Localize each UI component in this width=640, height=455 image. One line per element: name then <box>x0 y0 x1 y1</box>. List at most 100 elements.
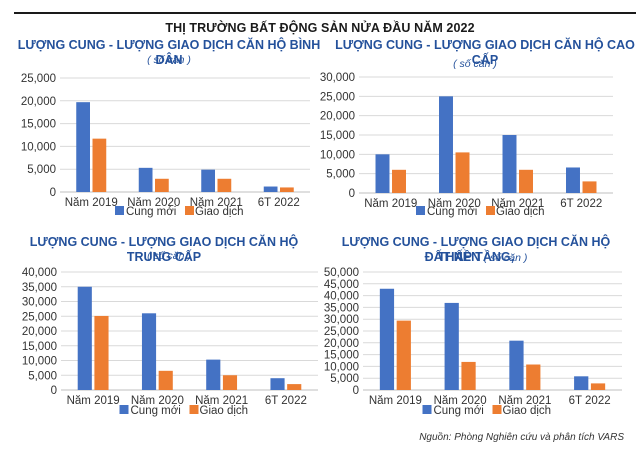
chart-3-ytick-label: 10,000 <box>22 356 57 368</box>
chart-4-ytick-label: 45,000 <box>324 279 359 291</box>
chart-4-bar-cung-moi <box>574 376 589 390</box>
source-note: Nguồn: Phòng Nghiên cứu và phân tích VAR… <box>419 432 624 443</box>
chart-4-legend-label-cung-moi: Cung mới <box>434 405 484 417</box>
chart-4-bar-cung-moi <box>444 302 459 390</box>
chart-4-bar-giao-dich <box>590 383 606 390</box>
chart-3-legend-swatch-cung-moi <box>119 405 129 414</box>
chart-4-bar-cung-moi <box>379 288 395 390</box>
chart-1-ytick-label: 20,000 <box>21 96 56 108</box>
chart-1-ytick-label: 25,000 <box>21 73 56 85</box>
chart-4-legend-swatch-cung-moi <box>422 405 432 414</box>
chart-2-bar-giao-dich <box>392 169 406 193</box>
chart-4-ytick-label: 15,000 <box>324 350 359 362</box>
chart-2-legend-swatch-giao-dich <box>486 206 495 215</box>
chart-1-legend-swatch-cung-moi <box>115 206 124 215</box>
chart-2-ytick-label: 15,000 <box>320 130 355 142</box>
chart-3-bar-cung-moi <box>270 378 285 390</box>
chart-3-ytick-label: 0 <box>51 385 57 397</box>
chart-4-bar-giao-dich <box>526 364 541 390</box>
chart-4-ytick-label: 50,000 <box>324 267 359 279</box>
chart-1-subtitle: ( số căn ) <box>147 54 191 66</box>
chart-3-ytick-label: 20,000 <box>22 326 57 338</box>
chart-3-bar-giao-dich <box>158 370 173 390</box>
chart-4-bar-cung-moi <box>509 340 524 390</box>
chart-2-subtitle: ( số căn ) <box>453 58 497 70</box>
chart-1-bar-cung-moi <box>201 169 215 192</box>
chart-1-ytick-label: 10,000 <box>21 141 56 153</box>
chart-2-xtick-label: Năm 2021 <box>491 198 544 210</box>
chart-3-xtick-label: 6T 2022 <box>265 395 307 407</box>
chart-2-bar-giao-dich <box>455 152 470 193</box>
chart-2-ytick-label: 5,000 <box>326 169 355 181</box>
chart-3-xtick-label: Năm 2020 <box>131 395 184 407</box>
chart-1-ytick-label: 5,000 <box>27 164 56 176</box>
chart-2-bar-cung-moi <box>375 154 390 193</box>
chart-3-title: LƯỢNG CUNG - LƯỢNG GIAO DỊCH CĂN HỘ TRUN… <box>29 235 299 264</box>
chart-2-ytick-label: 0 <box>349 188 355 200</box>
chart-1-bar-giao-dich <box>155 178 169 192</box>
chart-2-title: LƯỢNG CUNG - LƯỢNG GIAO DỊCH CĂN HỘ CAO … <box>335 38 635 67</box>
chart-4-ytick-label: 5,000 <box>330 373 359 385</box>
chart-2-xtick-label: 6T 2022 <box>560 198 602 210</box>
chart-3-ytick-label: 35,000 <box>22 282 57 294</box>
chart-2-xtick-label: Năm 2019 <box>364 198 417 210</box>
chart-4-title-line2: ĐẤT NỀN ( số căn ) <box>326 250 626 266</box>
chart-2-bar-cung-moi <box>502 135 517 193</box>
chart-1-bar-cung-moi <box>263 186 278 192</box>
chart-4-bar-giao-dich <box>461 361 476 390</box>
chart-3-legend-swatch-giao-dich <box>189 405 199 414</box>
chart-1-title: LƯỢNG CUNG - LƯỢNG GIAO DỊCH CĂN HỘ BÌNH… <box>17 38 321 67</box>
chart-2-xtick-label: Năm 2020 <box>428 198 481 210</box>
chart-4-xtick-label: Năm 2020 <box>434 395 487 407</box>
chart-3-subtitle: ( số căn ) <box>147 250 191 262</box>
chart-2-ytick-label: 20,000 <box>320 111 355 123</box>
chart-1-ytick-label: 15,000 <box>21 119 56 131</box>
chart-1-bar-giao-dich <box>92 138 107 192</box>
chart-4-xtick-label: Năm 2021 <box>498 395 551 407</box>
chart-4-legend-label-giao-dich: Giao dịch <box>503 405 552 417</box>
chart-1-bar-giao-dich <box>280 187 294 192</box>
chart-2-bar-giao-dich <box>582 181 597 193</box>
chart-1-bar-giao-dich <box>217 178 232 192</box>
chart-3-ytick-label: 40,000 <box>22 267 57 279</box>
chart-3-bar-giao-dich <box>222 375 238 390</box>
chart-4-subtitle: ( số căn ) <box>483 252 528 264</box>
chart-3-ytick-label: 15,000 <box>22 341 57 353</box>
chart-1-legend-label-giao-dich: Giao dịch <box>195 206 244 218</box>
chart-3-ytick-label: 5,000 <box>28 370 57 382</box>
chart-3-xtick-label: Năm 2019 <box>67 395 120 407</box>
chart-2-bar-cung-moi <box>439 96 453 193</box>
chart-4-ytick-label: 35,000 <box>324 302 359 314</box>
chart-3-legend-label-cung-moi: Cung mới <box>131 405 181 417</box>
chart-2-ytick-label: 25,000 <box>320 91 355 103</box>
chart-2-bar-cung-moi <box>566 167 580 193</box>
chart-3-bar-giao-dich <box>94 315 109 390</box>
header-rule <box>14 12 636 14</box>
chart-4-title-line2-text: ĐẤT NỀN <box>424 250 481 264</box>
chart-1-ytick-label: 0 <box>50 187 56 199</box>
chart-4-ytick-label: 30,000 <box>324 314 359 326</box>
chart-2-legend-swatch-cung-moi <box>416 206 425 215</box>
chart-3-bar-cung-moi <box>77 286 92 390</box>
chart-1-legend-label-cung-moi: Cung mới <box>126 206 176 218</box>
chart-3-bar-cung-moi <box>206 359 221 390</box>
chart-1-legend-swatch-giao-dich <box>185 206 194 215</box>
chart-4-legend-swatch-giao-dich <box>492 405 502 414</box>
chart-1-xtick-label: 6T 2022 <box>258 197 300 209</box>
chart-3-xtick-label: Năm 2021 <box>195 395 248 407</box>
chart-3-ytick-label: 25,000 <box>22 311 57 323</box>
chart-4-ytick-label: 10,000 <box>324 361 359 373</box>
chart-1-xtick-label: Năm 2021 <box>190 197 243 209</box>
chart-4-ytick-label: 20,000 <box>324 338 359 350</box>
chart-3-ytick-label: 30,000 <box>22 297 57 309</box>
chart-1-xtick-label: Năm 2019 <box>65 197 118 209</box>
chart-2-legend-label-giao-dich: Giao dịch <box>496 206 545 218</box>
chart-4-title: LƯỢNG CUNG - LƯỢNG GIAO DỊCH CĂN HỘ THẤP… <box>341 235 611 264</box>
chart-4-xtick-label: 6T 2022 <box>569 395 611 407</box>
chart-4-ytick-label: 25,000 <box>324 326 359 338</box>
chart-2-legend-label-cung-moi: Cung mới <box>427 206 477 218</box>
chart-2-bar-giao-dich <box>519 169 533 193</box>
chart-3-legend-label-giao-dich: Giao dịch <box>200 405 249 417</box>
page-title: THỊ TRƯỜNG BẤT ĐỘNG SẢN NỬA ĐẦU NĂM 2022 <box>165 21 475 35</box>
chart-4-xtick-label: Năm 2019 <box>369 395 422 407</box>
